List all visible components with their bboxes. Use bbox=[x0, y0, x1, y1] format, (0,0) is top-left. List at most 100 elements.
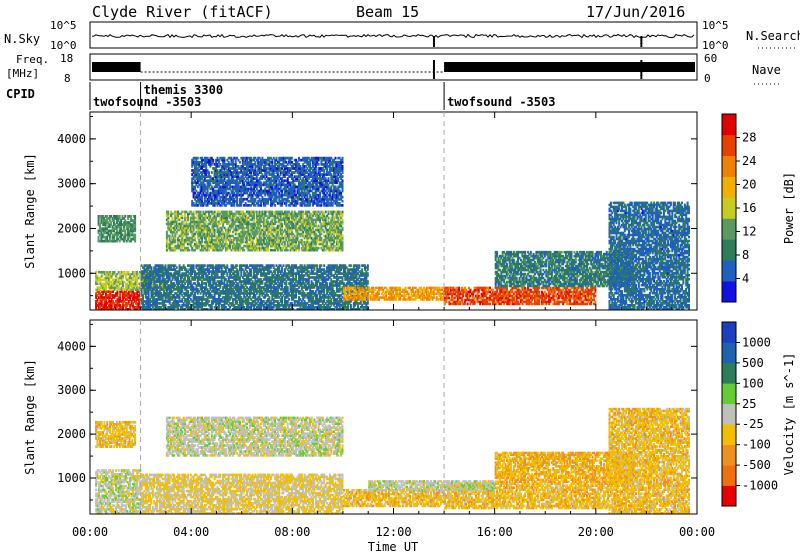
data-cell bbox=[262, 306, 265, 309]
data-cell bbox=[286, 296, 289, 299]
data-cell bbox=[199, 278, 202, 281]
data-cell bbox=[233, 274, 236, 277]
data-cell bbox=[96, 280, 99, 284]
data-cell bbox=[276, 242, 279, 246]
data-cell bbox=[182, 222, 185, 226]
data-cell bbox=[230, 280, 233, 283]
data-cell bbox=[333, 220, 336, 224]
data-cell bbox=[338, 224, 341, 228]
data-cell bbox=[247, 244, 250, 248]
data-cell bbox=[278, 266, 281, 269]
data-cell bbox=[307, 300, 310, 303]
data-cell bbox=[260, 280, 262, 283]
data-cell bbox=[167, 228, 170, 232]
data-cell bbox=[330, 240, 333, 244]
data-cell bbox=[184, 218, 187, 222]
data-cell bbox=[255, 282, 258, 285]
data-cell bbox=[289, 232, 292, 236]
data-cell bbox=[302, 306, 305, 309]
data-cell bbox=[279, 248, 282, 252]
data-cell bbox=[126, 292, 129, 295]
data-cell bbox=[317, 228, 320, 232]
data-cell bbox=[328, 284, 331, 287]
data-cell bbox=[254, 244, 257, 248]
data-cell bbox=[302, 308, 305, 310]
data-cell bbox=[100, 298, 103, 301]
data-cell bbox=[121, 233, 124, 237]
data-cell bbox=[312, 272, 314, 275]
data-cell bbox=[160, 268, 163, 271]
data-cell bbox=[120, 276, 123, 280]
data-cell bbox=[285, 288, 288, 291]
data-cell bbox=[198, 222, 201, 226]
data-cell bbox=[201, 220, 203, 224]
data-cell bbox=[272, 298, 275, 301]
data-cell bbox=[177, 286, 180, 289]
data-cell bbox=[310, 306, 313, 309]
data-cell bbox=[100, 217, 103, 220]
data-cell bbox=[307, 294, 310, 297]
data-cell bbox=[142, 302, 144, 305]
data-cell bbox=[182, 280, 185, 283]
data-cell bbox=[137, 294, 140, 297]
data-cell bbox=[276, 284, 279, 287]
data-cell bbox=[149, 264, 151, 267]
data-cell bbox=[199, 286, 202, 289]
data-cell bbox=[258, 246, 261, 250]
data-cell bbox=[120, 278, 123, 282]
data-cell bbox=[115, 235, 118, 239]
data-cell bbox=[181, 276, 184, 279]
data-cell bbox=[184, 304, 187, 307]
data-cell bbox=[199, 284, 202, 287]
data-cell bbox=[208, 290, 210, 293]
data-cell bbox=[265, 276, 268, 279]
data-cell bbox=[136, 292, 139, 295]
data-cell bbox=[209, 234, 212, 238]
data-cell bbox=[107, 300, 110, 303]
data-cell bbox=[189, 284, 192, 287]
data-cell bbox=[244, 244, 247, 248]
data-cell bbox=[286, 234, 289, 238]
data-cell bbox=[296, 290, 299, 293]
data-cell bbox=[265, 268, 268, 271]
data-cell bbox=[210, 270, 213, 273]
data-cell bbox=[293, 240, 296, 244]
data-cell bbox=[275, 276, 278, 279]
data-cell bbox=[164, 278, 167, 281]
data-cell bbox=[312, 276, 314, 279]
data-cell bbox=[187, 246, 189, 250]
data-cell bbox=[223, 218, 226, 222]
data-cell bbox=[276, 266, 279, 269]
data-cell bbox=[265, 282, 268, 285]
data-cell bbox=[215, 224, 218, 228]
data-cell bbox=[163, 280, 166, 283]
data-cell bbox=[258, 290, 261, 293]
data-cell bbox=[195, 290, 198, 293]
data-cell bbox=[134, 215, 137, 218]
data-cell bbox=[306, 292, 309, 295]
data-cell bbox=[323, 230, 326, 234]
data-cell bbox=[230, 226, 233, 230]
data-cell bbox=[299, 278, 302, 281]
data-cell bbox=[142, 282, 144, 285]
data-cell bbox=[134, 225, 137, 229]
data-cell bbox=[199, 242, 202, 246]
data-cell bbox=[222, 274, 225, 277]
data-cell bbox=[128, 223, 131, 226]
data-cell bbox=[216, 280, 219, 283]
data-cell bbox=[172, 248, 175, 252]
data-cell bbox=[212, 226, 215, 230]
data-cell bbox=[260, 292, 262, 295]
data-cell bbox=[267, 306, 269, 309]
data-cell bbox=[267, 298, 269, 301]
data-cell bbox=[182, 302, 185, 305]
data-cell bbox=[213, 288, 216, 291]
data-cell bbox=[154, 308, 157, 310]
data-cell bbox=[189, 264, 192, 267]
data-cell bbox=[333, 236, 336, 240]
data-cell bbox=[261, 286, 264, 289]
data-cell bbox=[194, 298, 196, 301]
data-cell bbox=[113, 239, 115, 243]
data-cell bbox=[238, 234, 241, 238]
data-cell bbox=[265, 288, 268, 291]
